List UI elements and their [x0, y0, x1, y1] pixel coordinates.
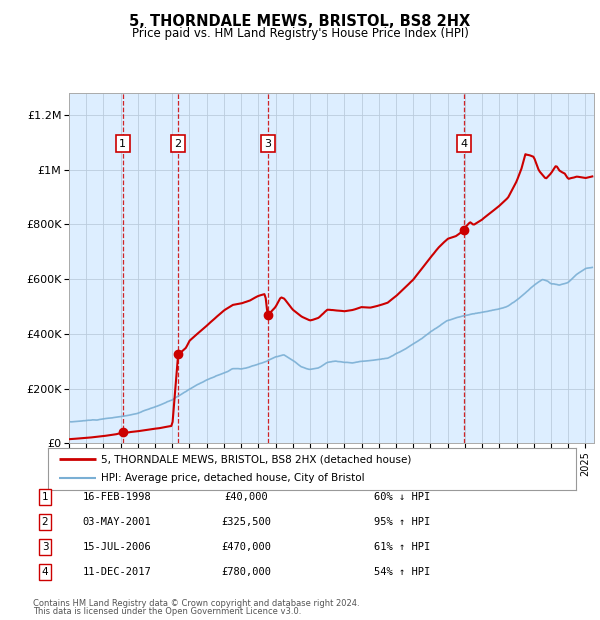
Text: Price paid vs. HM Land Registry's House Price Index (HPI): Price paid vs. HM Land Registry's House … [131, 27, 469, 40]
Text: 60% ↓ HPI: 60% ↓ HPI [374, 492, 430, 502]
Text: HPI: Average price, detached house, City of Bristol: HPI: Average price, detached house, City… [101, 474, 364, 484]
Text: 4: 4 [460, 139, 467, 149]
Text: 61% ↑ HPI: 61% ↑ HPI [374, 542, 430, 552]
Text: 11-DEC-2017: 11-DEC-2017 [83, 567, 151, 577]
Text: 5, THORNDALE MEWS, BRISTOL, BS8 2HX (detached house): 5, THORNDALE MEWS, BRISTOL, BS8 2HX (det… [101, 454, 411, 464]
Text: 95% ↑ HPI: 95% ↑ HPI [374, 517, 430, 527]
Text: £40,000: £40,000 [224, 492, 268, 502]
Text: 15-JUL-2006: 15-JUL-2006 [83, 542, 151, 552]
Text: Contains HM Land Registry data © Crown copyright and database right 2024.: Contains HM Land Registry data © Crown c… [33, 598, 359, 608]
Text: £325,500: £325,500 [221, 517, 271, 527]
Text: £780,000: £780,000 [221, 567, 271, 577]
Text: This data is licensed under the Open Government Licence v3.0.: This data is licensed under the Open Gov… [33, 607, 301, 616]
Text: 3: 3 [264, 139, 271, 149]
Text: 16-FEB-1998: 16-FEB-1998 [83, 492, 151, 502]
Text: 1: 1 [41, 492, 49, 502]
Text: 1: 1 [119, 139, 126, 149]
Text: 2: 2 [41, 517, 49, 527]
Text: 3: 3 [41, 542, 49, 552]
Text: 03-MAY-2001: 03-MAY-2001 [83, 517, 151, 527]
Text: 54% ↑ HPI: 54% ↑ HPI [374, 567, 430, 577]
Text: 5, THORNDALE MEWS, BRISTOL, BS8 2HX: 5, THORNDALE MEWS, BRISTOL, BS8 2HX [130, 14, 470, 29]
Text: 2: 2 [175, 139, 182, 149]
Text: 4: 4 [41, 567, 49, 577]
Text: £470,000: £470,000 [221, 542, 271, 552]
